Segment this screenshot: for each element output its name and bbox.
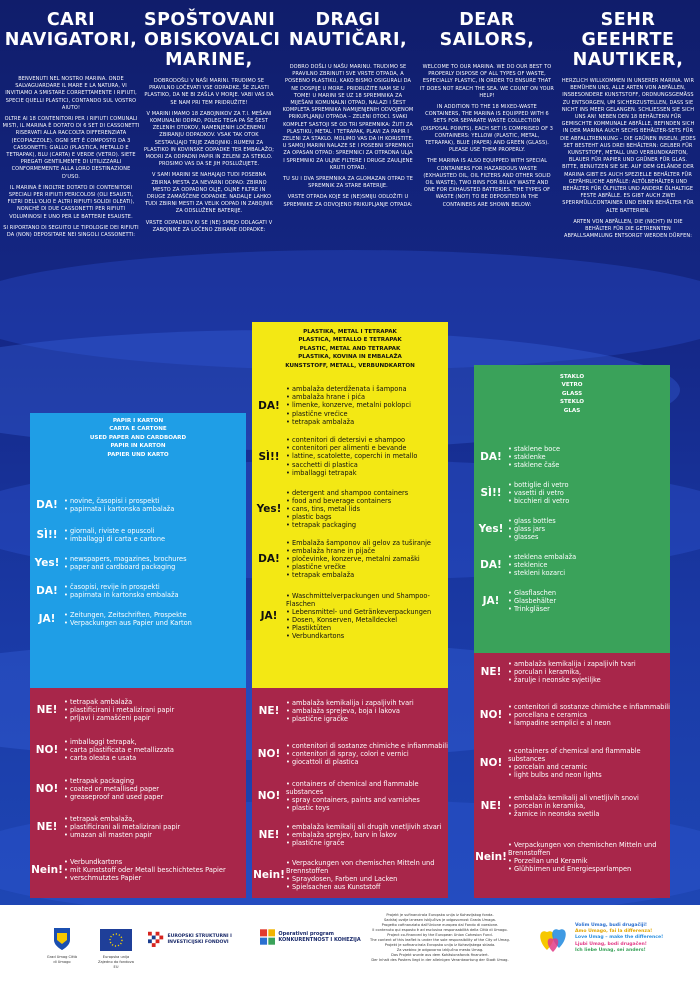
no-label: Nein! <box>31 864 63 876</box>
glass-no-panel: NE!ambalaža kemikalija i zapaljivih tvar… <box>474 653 670 898</box>
yes-label: JA! <box>482 595 500 608</box>
yes-label: SÌ!! <box>480 487 502 500</box>
no-label: NE! <box>480 666 502 678</box>
no-label: Nein! <box>475 851 507 863</box>
umag-logo: Grad Umag Città di Umago <box>45 927 79 965</box>
yes-label: JA! <box>38 613 56 626</box>
yes-label: DA! <box>258 553 280 566</box>
funding-notice: Projekt je sufinancirala Europska unija … <box>370 913 510 962</box>
slogan-block: Volim Umag, budi drugačiji! Amo Umago, f… <box>537 923 687 954</box>
intro-paragraph: Si riportano di seguito le tipologie dei… <box>3 224 139 239</box>
yes-label: DA! <box>36 499 58 512</box>
esif-logo: EUROPSKI STRUKTURNI I INVESTICIJSKI FOND… <box>148 927 248 953</box>
slogan-line: Ich liebe Umag, sei anders! <box>575 947 646 953</box>
intro-paragraph: Arten von Abfällen, die (nicht) in die B… <box>563 218 692 240</box>
eu-flag-icon <box>100 929 132 951</box>
intro-paragraph: In addition to the 18 mixed-waste contai… <box>420 104 554 154</box>
intro-paragraph: V marini imamo 18 zabojnikov za t.i. meš… <box>144 110 275 168</box>
slogan-line: Amo Umago, fai la differenza! <box>575 929 653 935</box>
plastic-no-panel: NE!ambalaža kemikalija i zapaljivih tvar… <box>252 688 448 898</box>
intro-paragraph: Oltre ai 18 contenitori per i rifiuti co… <box>2 116 140 180</box>
intro-paragraph: Vrste otpada koje se (ne)smiju odložiti … <box>283 194 413 208</box>
intro-title: SEHR GEEHRTE NAUTIKER, <box>572 10 684 70</box>
plastic-heading: PLASTIKA, METAL I TETRAPAK PLASTICA, MET… <box>285 329 415 369</box>
yes-label: SÌ!! <box>36 529 58 542</box>
no-label: NE! <box>36 704 58 716</box>
intro-paragraph: Il marina è inoltre dotato di contenitor… <box>7 184 135 220</box>
checkered-logo-icon <box>148 931 164 947</box>
intro-paragraph: Welcome to our marina. We do our best to… <box>420 64 554 99</box>
paper-yes-panel: PAPIR I KARTON CARTA E CARTONE USED PAPE… <box>30 413 246 688</box>
intro-paragraph: Benvenuti nel nostro marina. Onde salvag… <box>5 76 137 111</box>
plastic-yes-panel: PLASTIKA, METAL I TETRAPAK PLASTICA, MET… <box>252 322 448 688</box>
intro-paragraph: Dobro došli u našu marinu. Trudimo se pr… <box>282 64 414 171</box>
intro-slovenian: SPOŠTOVANI OBISKOVALCI MARINE, Dobrodošl… <box>144 10 281 238</box>
slogan-line: Ljubi Umag, bodi drugačen! <box>575 941 647 947</box>
yes-label: Yes! <box>34 557 60 570</box>
plastic-yes-list: DA!ambalaža deterdženata i šamponaambala… <box>252 382 448 648</box>
paper-no-panel: NE!tetrapak ambalažaplastificirani i met… <box>30 688 246 898</box>
yes-label: SÌ!! <box>258 450 280 463</box>
no-label: NE! <box>258 705 280 717</box>
color-squares-icon <box>260 929 276 945</box>
slogan-line: Love Umag – make the difference! <box>575 935 664 941</box>
opk-logo: Operativni program KONKURENTNOST I KOHEZ… <box>260 925 368 949</box>
intro-paragraph: Tu su i dva spremnika za glomazan otpad … <box>283 176 413 190</box>
intro-italian: CARI NAVIGATORI, Benvenuti nel nostro ma… <box>2 10 140 243</box>
no-label: NE! <box>480 800 502 812</box>
yes-label: DA! <box>258 399 280 412</box>
paper-yes-list: DA!novine, časopisi i prospektipapirnata… <box>30 489 246 633</box>
intro-title: DRAGI NAUTIČARI, <box>288 10 408 50</box>
slogan-line: Volim Umag, budi drugačiji! <box>575 923 648 928</box>
intro-title: SPOŠTOVANI OBISKOVALCI MARINE, <box>144 10 281 70</box>
intro-title: CARI NAVIGATORI, <box>4 10 138 50</box>
intro-paragraph: Dobrodošli v naši marini. Trudimo se pra… <box>144 78 274 106</box>
no-label: NE! <box>258 829 280 841</box>
intro-paragraph: V sami marini se nahajajo tudi posebna z… <box>145 172 273 215</box>
intro-german: SEHR GEEHRTE NAUTIKER, Herzlich willkomm… <box>560 10 696 244</box>
no-label: NO! <box>35 744 59 756</box>
intro-title: DEAR SAILORS, <box>439 10 535 50</box>
glass-yes-list: DA!staklene bocestaklenkestaklene čaše S… <box>474 439 670 619</box>
yes-label: JA! <box>260 610 278 623</box>
intro-croatian: DRAGI NAUTIČARI, Dobro došli u našu mari… <box>282 10 414 213</box>
intro-paragraph: The marina is also equipped with special… <box>423 158 551 208</box>
no-label: Nein! <box>253 869 285 881</box>
intro-paragraph: Vrste odpadkov ki se (ne) smejo odlagati… <box>145 219 273 233</box>
umag-coat-of-arms-icon <box>54 928 70 950</box>
no-label: NO! <box>35 783 59 795</box>
yes-label: DA! <box>480 451 502 464</box>
no-label: NO! <box>479 757 503 769</box>
paper-heading: PAPIR I KARTON CARTA E CARTONE USED PAPE… <box>89 418 187 458</box>
no-label: NE! <box>36 821 58 833</box>
heart-balloons-icon <box>540 928 566 952</box>
footer: Grad Umag Città di Umago Europska unija … <box>0 905 700 989</box>
yes-label: DA! <box>480 559 502 572</box>
no-label: NO! <box>479 709 503 721</box>
intro-paragraph: Herzlich willkommen in unserer Marina. W… <box>560 78 696 214</box>
glass-heading: STAKLO VETRO GLASS STEKLO GLAS <box>559 374 585 414</box>
no-label: NO! <box>257 790 281 802</box>
no-label: NO! <box>257 748 281 760</box>
yes-label: DA! <box>36 585 58 598</box>
intro-english: DEAR SAILORS, Welcome to our marina. We … <box>420 10 554 213</box>
poster: CARI NAVIGATORI, Benvenuti nel nostro ma… <box>0 0 700 905</box>
eu-logo: Europska unija Zajedno do fondova EU <box>96 929 136 970</box>
yes-label: Yes! <box>478 523 504 536</box>
glass-yes-panel: STAKLO VETRO GLASS STEKLO GLAS DA!stakle… <box>474 365 670 653</box>
yes-label: Yes! <box>256 503 282 516</box>
